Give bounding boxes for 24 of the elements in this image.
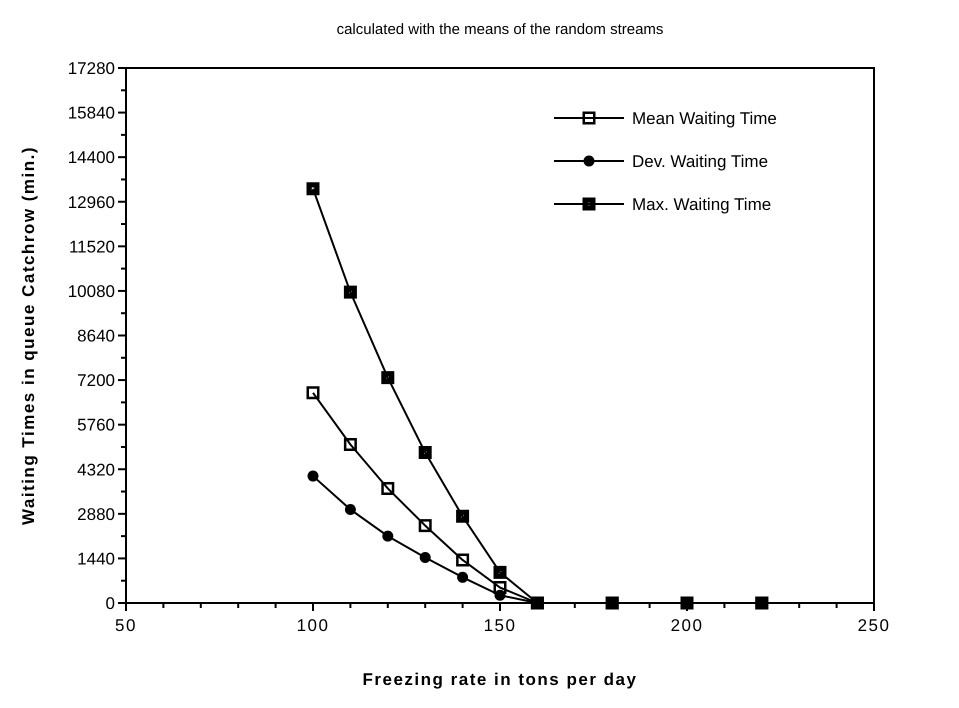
y-tick-label: 11520 [68, 237, 115, 256]
x-tick-label: 200 [670, 616, 704, 635]
x-tick-label: 100 [296, 616, 330, 635]
x-tick-label: 150 [484, 616, 516, 635]
y-tick-label: 0 [106, 594, 115, 613]
x-tick-label: 50 [115, 616, 137, 635]
y-tick-label: 10080 [68, 282, 115, 301]
y-tick-label: 7200 [77, 371, 115, 390]
y-tick-label: 1440 [77, 549, 115, 568]
legend-label: Dev. Waiting Time [632, 152, 768, 171]
y-tick-label: 2880 [77, 504, 115, 524]
y-tick-label: 5760 [77, 416, 115, 435]
chart-title: calculated with the means of the random streams [336, 21, 664, 38]
x-tick-label: 250 [858, 616, 890, 635]
y-tick-label: 8640 [77, 326, 115, 346]
y-tick-label: 4320 [77, 460, 115, 480]
legend-label: Mean Waiting Time [632, 109, 777, 128]
y-axis-title: Waiting Times in queue Catchrow (min.) [19, 146, 38, 526]
y-tick-label: 17280 [68, 59, 115, 78]
y-tick-label: 12960 [68, 192, 115, 212]
legend-label: Max. Waiting Time [632, 195, 772, 214]
x-axis-title: Freezing rate in tons per day [362, 670, 638, 689]
y-tick-label: 15840 [68, 104, 115, 123]
y-tick-label: 14400 [68, 148, 115, 168]
